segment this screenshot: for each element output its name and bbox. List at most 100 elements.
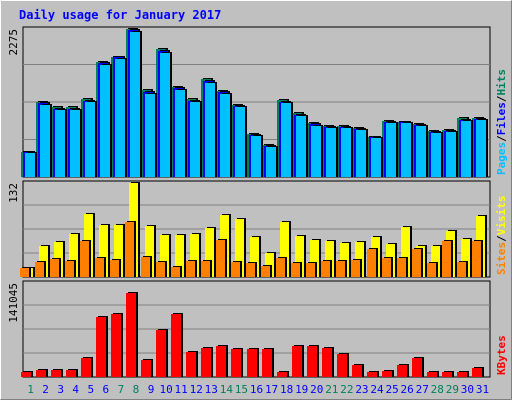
bar-kbytes-18 — [277, 372, 287, 377]
bar-visits-21 — [325, 241, 334, 277]
x-tick-label-18: 18 — [280, 383, 293, 396]
bar-pages-5 — [85, 102, 95, 177]
bar-kbytes-24 — [367, 372, 377, 377]
bar-kbytes-16 — [247, 349, 257, 377]
bar-kbytes-31 — [472, 368, 482, 377]
panel-kbytes: 141045 KBytes — [7, 280, 508, 378]
bar-sites-11 — [171, 267, 180, 277]
x-tick-label-12: 12 — [190, 383, 203, 396]
bar-visits-6 — [99, 225, 108, 277]
y-tick-label: 141045 — [7, 283, 20, 323]
bar-pages-22 — [341, 128, 351, 177]
bar-pages-26 — [401, 123, 411, 177]
bar-pages-30 — [461, 121, 471, 177]
bar-kbytes-17 — [262, 349, 272, 377]
bar-kbytes-9 — [141, 360, 151, 377]
bar-pages-16 — [251, 136, 261, 177]
bar-pages-15 — [235, 107, 245, 177]
bar-visits-11 — [175, 235, 184, 277]
bar-pages-12 — [190, 102, 200, 177]
bar-visits-20 — [310, 240, 319, 277]
x-tick-label-17: 17 — [265, 383, 278, 396]
bar-visits-30 — [461, 239, 470, 277]
bar-sites-24 — [367, 249, 376, 277]
bar-sites-25 — [382, 258, 391, 277]
bar-sites-14 — [216, 240, 225, 277]
bar-pages-11 — [175, 90, 185, 177]
bar-kbytes-10 — [156, 330, 166, 377]
x-tick-label-23: 23 — [355, 383, 368, 396]
legend-visits: Visits — [495, 196, 508, 236]
x-tick-label-26: 26 — [401, 383, 414, 396]
legend-sites: Sites — [495, 242, 508, 275]
x-tick-label-2: 2 — [42, 383, 49, 396]
bar-kbytes-27 — [412, 358, 422, 377]
bar-pages-19 — [296, 116, 306, 177]
bar-sites-28 — [427, 263, 436, 277]
legend-files: Files — [495, 102, 508, 135]
series-sites — [20, 221, 483, 277]
bar-pages-21 — [326, 128, 336, 177]
bar-kbytes-12 — [186, 352, 196, 377]
bar-kbytes-1 — [21, 372, 31, 377]
chart-title: Daily usage for January 2017 — [19, 8, 221, 22]
legend-text: KBytes — [495, 335, 508, 375]
bar-pages-2 — [40, 105, 50, 177]
bar-kbytes-8 — [126, 293, 136, 377]
bar-pages-14 — [220, 94, 230, 177]
bar-sites-29 — [442, 241, 451, 277]
x-tick-label-3: 3 — [57, 383, 64, 396]
bar-sites-21 — [321, 261, 330, 277]
legend-hits-files-pages: Pages/Files/Hits — [495, 69, 508, 175]
x-tick-label-14: 14 — [220, 383, 234, 396]
x-tick-label-8: 8 — [133, 383, 140, 396]
x-axis-day-labels: 1 2 3 4 5 6 7 8 9 10 11 12 13 14 15 16 17 18 19 20 21 22 23 24 2… — [27, 383, 489, 396]
x-tick-label-24: 24 — [370, 383, 384, 396]
bar-pages-6 — [100, 65, 110, 177]
bar-pages-9 — [145, 94, 155, 177]
bar-sites-22 — [336, 261, 345, 277]
bar-kbytes-11 — [171, 314, 181, 377]
x-tick-label-21: 21 — [325, 383, 338, 396]
bar-pages-25 — [386, 123, 396, 177]
bar-visits-13 — [205, 228, 214, 277]
bar-sites-1 — [20, 268, 29, 277]
bar-visits-15 — [235, 219, 244, 277]
bar-sites-26 — [397, 258, 406, 277]
x-tick-label-20: 20 — [310, 383, 323, 396]
y-tick-label: 2275 — [7, 29, 20, 56]
x-tick-label-31: 31 — [476, 383, 489, 396]
bar-visits-4 — [69, 234, 78, 277]
bar-sites-2 — [35, 262, 44, 277]
x-tick-label-10: 10 — [159, 383, 172, 396]
bar-sites-4 — [65, 261, 74, 277]
bar-kbytes-2 — [36, 370, 46, 377]
bar-kbytes-13 — [201, 348, 211, 377]
bar-pages-27 — [416, 126, 426, 177]
x-tick-label-27: 27 — [416, 383, 429, 396]
bar-pages-28 — [431, 133, 441, 177]
legend-hits: Hits — [495, 69, 508, 96]
legend-kbytes: KBytes — [495, 335, 508, 375]
legend-separator: / — [495, 95, 508, 102]
bar-sites-15 — [231, 262, 240, 277]
bar-pages-18 — [281, 103, 291, 177]
bar-sites-12 — [186, 261, 195, 277]
series-pages — [25, 31, 488, 177]
x-tick-label-28: 28 — [431, 383, 444, 396]
bar-pages-4 — [70, 110, 80, 177]
x-tick-label-25: 25 — [385, 383, 398, 396]
bar-kbytes-25 — [382, 371, 392, 377]
x-tick-label-1: 1 — [27, 383, 34, 396]
bar-pages-10 — [160, 53, 170, 177]
legend-text: Sites/Visits — [495, 196, 508, 276]
bar-kbytes-4 — [66, 370, 76, 377]
bar-visits-10 — [160, 235, 169, 277]
bar-sites-8 — [125, 222, 134, 277]
x-tick-label-22: 22 — [340, 383, 353, 396]
bar-kbytes-14 — [216, 346, 226, 377]
bar-visits-18 — [280, 222, 289, 277]
bar-sites-3 — [50, 259, 59, 277]
